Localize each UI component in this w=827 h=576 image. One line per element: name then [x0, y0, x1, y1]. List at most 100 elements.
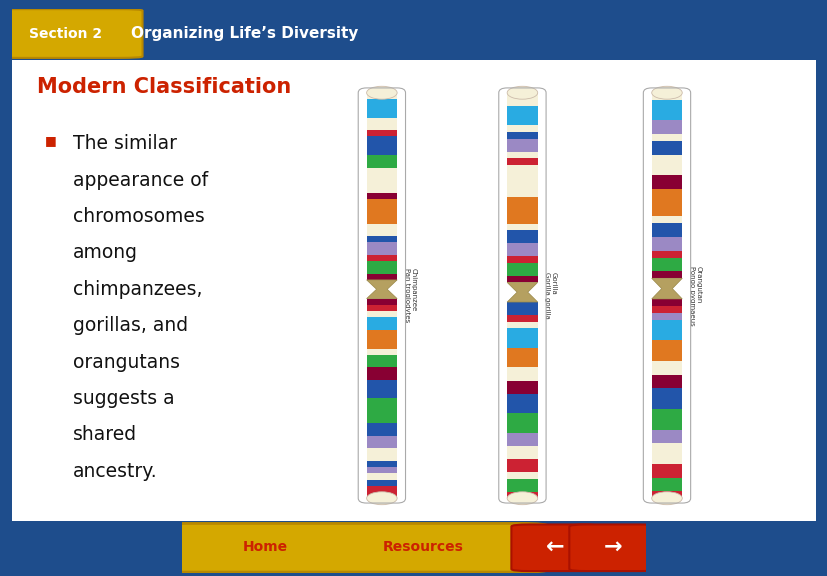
- Bar: [366, 448, 397, 454]
- Bar: [366, 454, 397, 461]
- Bar: [507, 479, 537, 492]
- Bar: [366, 93, 397, 99]
- Text: Gorilla
Gorilla gorilla: Gorilla Gorilla gorilla: [543, 272, 557, 319]
- Bar: [366, 298, 397, 305]
- Text: Modern Classification: Modern Classification: [36, 77, 290, 97]
- Bar: [507, 126, 537, 132]
- Bar: [507, 393, 537, 413]
- Bar: [366, 467, 397, 473]
- Bar: [507, 237, 537, 243]
- Bar: [507, 198, 537, 223]
- Bar: [366, 168, 397, 192]
- FancyBboxPatch shape: [7, 58, 820, 524]
- Bar: [366, 223, 397, 236]
- Bar: [507, 158, 537, 165]
- Text: ancestry.: ancestry.: [73, 462, 157, 481]
- Bar: [507, 492, 537, 498]
- Bar: [507, 315, 537, 321]
- Bar: [507, 459, 537, 472]
- Bar: [366, 118, 397, 130]
- Bar: [507, 302, 537, 315]
- Bar: [651, 134, 681, 141]
- Bar: [651, 430, 681, 444]
- Text: shared: shared: [73, 426, 136, 445]
- Bar: [366, 480, 397, 486]
- Bar: [507, 243, 537, 256]
- Bar: [651, 306, 681, 313]
- Ellipse shape: [507, 86, 537, 99]
- Text: ←: ←: [546, 537, 564, 557]
- Bar: [507, 93, 537, 106]
- Bar: [651, 320, 681, 340]
- Bar: [507, 453, 537, 459]
- Bar: [507, 151, 537, 158]
- Bar: [507, 223, 537, 230]
- Bar: [651, 491, 681, 498]
- Bar: [651, 444, 681, 457]
- Bar: [507, 367, 537, 381]
- Bar: [651, 388, 681, 409]
- Bar: [651, 374, 681, 388]
- Bar: [651, 271, 681, 278]
- Bar: [366, 423, 397, 436]
- Text: →: →: [604, 537, 622, 557]
- Bar: [366, 473, 397, 480]
- Bar: [651, 361, 681, 374]
- Bar: [507, 328, 537, 348]
- Text: The similar: The similar: [73, 134, 176, 153]
- Bar: [651, 237, 681, 251]
- Bar: [366, 330, 397, 348]
- Bar: [507, 446, 537, 453]
- Bar: [366, 274, 397, 280]
- Text: suggests a: suggests a: [73, 389, 174, 408]
- Bar: [651, 478, 681, 491]
- FancyBboxPatch shape: [511, 525, 599, 571]
- Bar: [366, 367, 397, 380]
- Polygon shape: [507, 282, 537, 302]
- Bar: [366, 492, 397, 498]
- Text: Home: Home: [243, 540, 288, 554]
- Bar: [651, 340, 681, 361]
- Bar: [507, 165, 537, 198]
- Bar: [651, 464, 681, 478]
- Bar: [366, 380, 397, 399]
- Text: Organizing Life’s Diversity: Organizing Life’s Diversity: [131, 26, 358, 41]
- Bar: [366, 436, 397, 448]
- Polygon shape: [651, 278, 681, 299]
- Bar: [366, 348, 397, 355]
- Text: orangutans: orangutans: [73, 353, 179, 372]
- Bar: [507, 321, 537, 328]
- Bar: [507, 263, 537, 276]
- Bar: [651, 299, 681, 306]
- Text: chromosomes: chromosomes: [73, 207, 204, 226]
- Bar: [507, 106, 537, 126]
- Text: Section 2: Section 2: [29, 26, 102, 40]
- Bar: [366, 355, 397, 367]
- FancyBboxPatch shape: [569, 525, 657, 571]
- Bar: [507, 230, 537, 237]
- Bar: [651, 251, 681, 257]
- Bar: [366, 192, 397, 199]
- Bar: [651, 457, 681, 464]
- Bar: [366, 486, 397, 492]
- Bar: [507, 472, 537, 479]
- Bar: [651, 223, 681, 230]
- Bar: [507, 381, 537, 393]
- Bar: [507, 413, 537, 433]
- Bar: [651, 120, 681, 134]
- Bar: [366, 399, 397, 423]
- Bar: [366, 236, 397, 242]
- Bar: [366, 199, 397, 223]
- Bar: [507, 132, 537, 138]
- Bar: [366, 305, 397, 311]
- Bar: [651, 141, 681, 154]
- Bar: [507, 433, 537, 446]
- Bar: [651, 100, 681, 120]
- Bar: [366, 317, 397, 330]
- Bar: [366, 261, 397, 274]
- Bar: [651, 93, 681, 100]
- Text: Chimpanzee
Pan troglodytes: Chimpanzee Pan troglodytes: [403, 268, 416, 323]
- Text: among: among: [73, 244, 137, 263]
- FancyBboxPatch shape: [0, 9, 142, 58]
- Polygon shape: [366, 280, 397, 298]
